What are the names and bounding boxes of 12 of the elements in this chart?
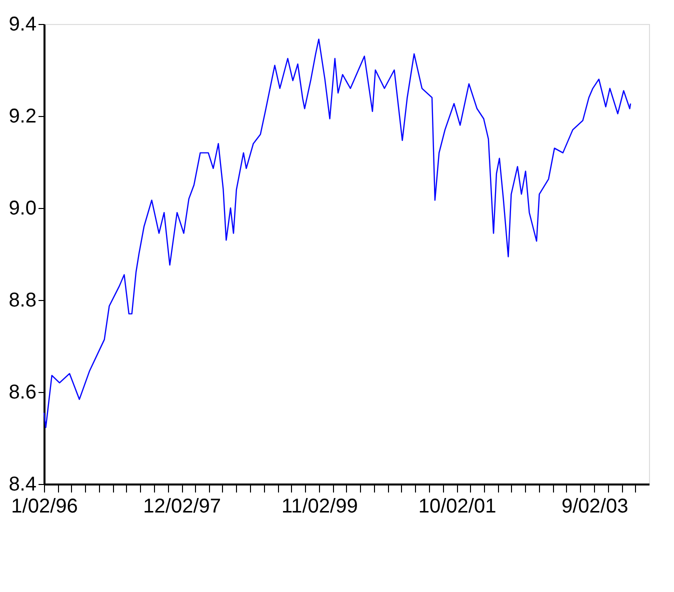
x-tick-label: 12/02/97	[143, 496, 222, 518]
x-tick-label: 9/02/03	[561, 496, 628, 518]
x-tick-label: 11/02/99	[281, 496, 358, 518]
x-tick-label: 10/02/01	[418, 496, 496, 518]
y-tick-label: 9.2	[8, 106, 36, 128]
y-tick-label: 9.4	[8, 14, 36, 36]
y-tick-label: 8.6	[8, 382, 36, 404]
y-tick-label: 8.4	[8, 474, 36, 496]
y-tick-label: 8.8	[8, 290, 36, 312]
y-tick-label: 9.0	[8, 198, 36, 220]
line-series	[43, 38, 632, 428]
x-tick-label: 1/02/96	[11, 496, 78, 518]
